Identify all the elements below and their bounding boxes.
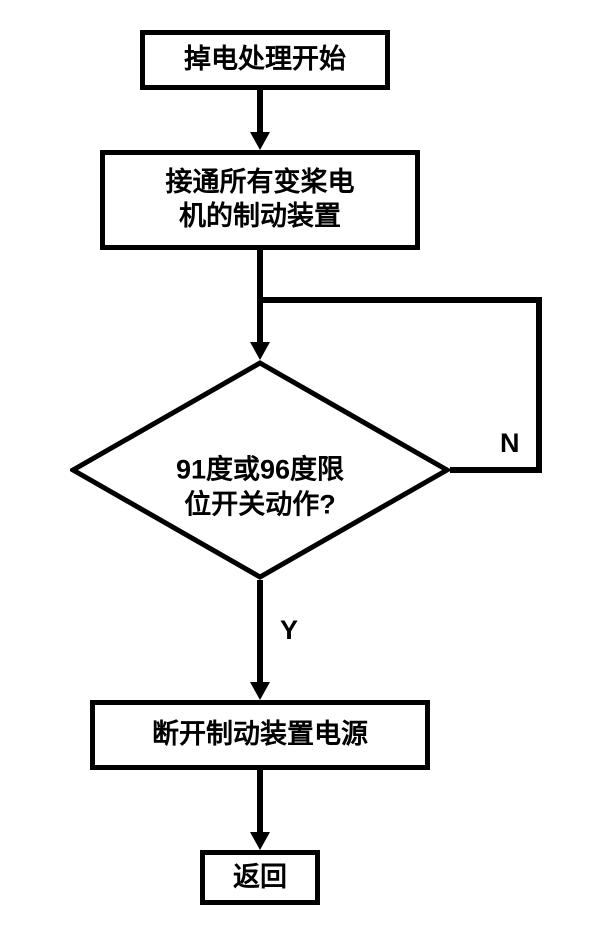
- flowchart-canvas: 掉电处理开始 接通所有变桨电 机的制动装置 N 91度或96度限 位开关动作? …: [0, 0, 601, 930]
- process-return: 返回: [200, 850, 320, 905]
- edge-label-yes: Y: [280, 615, 298, 646]
- node-label: 掉电处理开始: [184, 43, 346, 77]
- edge: [257, 580, 263, 682]
- edge: [257, 770, 263, 832]
- decision-limit-switch: 91度或96度限 位开关动作?: [70, 360, 450, 580]
- node-label: 断开制动装置电源: [152, 718, 368, 752]
- edge-loop: [257, 297, 542, 303]
- edge-loop: [450, 467, 542, 473]
- edge: [257, 90, 263, 132]
- arrow-head-icon: [250, 832, 270, 850]
- arrow-head-icon: [250, 342, 270, 360]
- edge-loop: [536, 300, 542, 473]
- edge-label-text: N: [500, 428, 520, 458]
- process-disconnect-brake: 断开制动装置电源: [90, 700, 430, 770]
- node-label: 返回: [233, 861, 287, 895]
- edge-label-no: N: [500, 428, 520, 459]
- process-start: 掉电处理开始: [140, 30, 390, 90]
- edge: [257, 250, 263, 342]
- arrow-head-icon: [250, 682, 270, 700]
- arrow-head-icon: [250, 132, 270, 150]
- process-connect-brake: 接通所有变桨电 机的制动装置: [100, 150, 420, 250]
- node-label: 接通所有变桨电 机的制动装置: [166, 166, 355, 234]
- node-label: 91度或96度限 位开关动作?: [176, 454, 344, 519]
- edge-label-text: Y: [280, 615, 298, 645]
